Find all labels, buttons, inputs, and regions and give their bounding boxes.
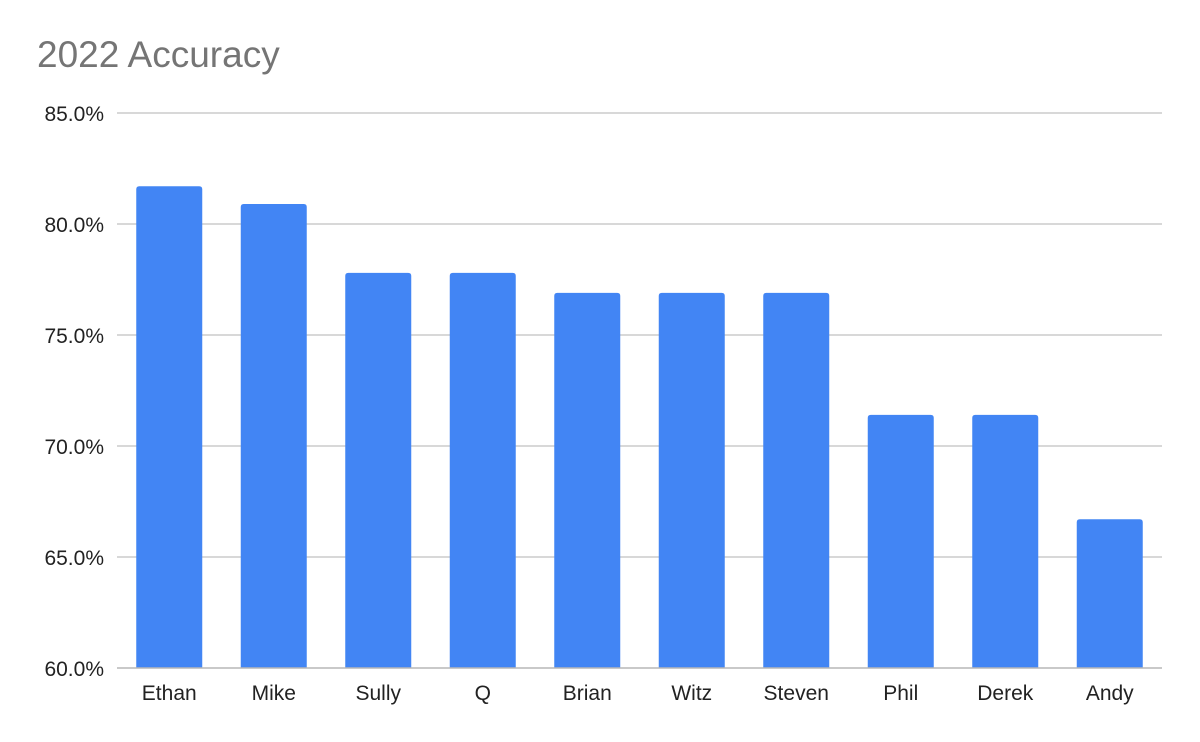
bar-sully [345,272,412,668]
bar-ethan [136,186,203,668]
y-tick-label: 70.0% [44,436,104,459]
x-tick-label: Phil [883,682,918,705]
y-tick-label: 65.0% [44,547,104,570]
bar-phil [867,414,934,668]
bar-derek [972,414,1039,668]
y-tick-label: 80.0% [44,214,104,237]
x-tick-label: Q [475,682,491,705]
y-tick-label: 85.0% [44,103,104,126]
x-axis-ticks: Ethan Mike Sully Q Brian Witz Steven Phil Derek A… [142,682,1134,705]
y-axis-ticks: 60.0% 65.0% 70.0% 75.0% 80.0% 85.0% [44,103,104,681]
bar-steven [763,292,830,668]
bars [136,186,1143,668]
bar-q [449,272,516,668]
chart-title: 2022 Accuracy [37,34,280,75]
x-tick-label: Derek [977,682,1034,705]
x-tick-label: Sully [355,682,401,705]
x-tick-label: Ethan [142,682,197,705]
y-tick-label: 60.0% [44,658,104,681]
x-tick-label: Witz [671,682,712,705]
y-tick-label: 75.0% [44,325,104,348]
bar-witz [658,292,725,668]
bar-andy [1076,519,1143,668]
x-tick-label: Brian [563,682,612,705]
bar-mike [240,204,307,668]
x-tick-label: Steven [764,682,829,705]
x-tick-label: Andy [1086,682,1134,705]
x-tick-label: Mike [252,682,296,705]
bar-brian [554,292,621,668]
